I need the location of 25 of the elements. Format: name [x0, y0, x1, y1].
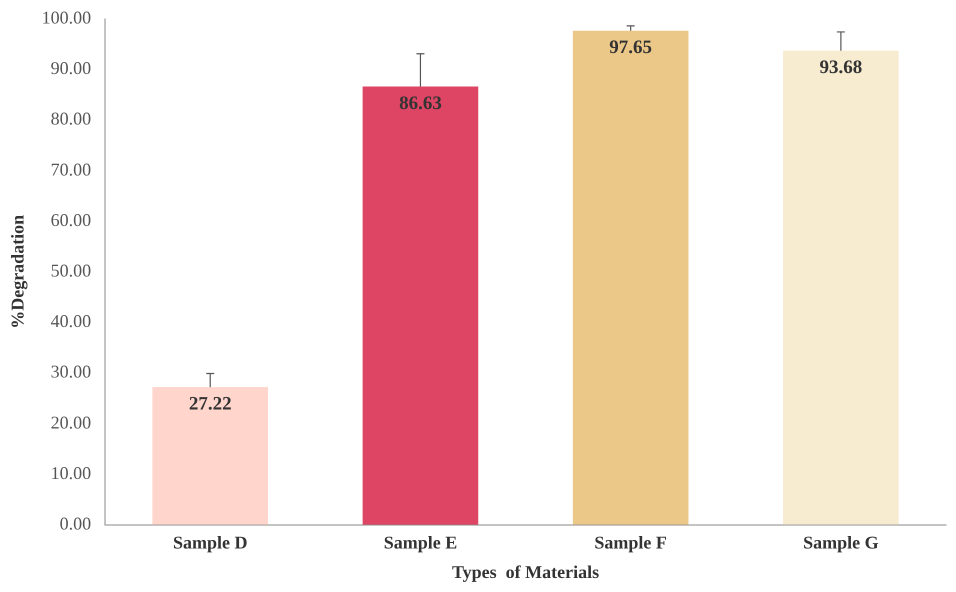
y-tick-label: 50.00	[50, 260, 92, 281]
data-label: 27.22	[188, 393, 232, 414]
y-tick-label: 60.00	[50, 210, 92, 230]
data-label: 93.68	[820, 57, 862, 78]
data-label: 86.63	[399, 92, 442, 114]
bar	[783, 50, 899, 525]
x-tick-label: Sample E	[384, 532, 458, 552]
bar	[572, 30, 688, 525]
x-tick-label: Sample F	[594, 532, 667, 552]
bar	[152, 387, 268, 525]
data-label: 97.65	[609, 37, 652, 58]
y-tick-label: 0.00	[60, 514, 92, 534]
bar	[362, 86, 478, 525]
y-tick-label: 80.00	[50, 108, 92, 129]
y-tick-label: 70.00	[50, 159, 92, 180]
y-axis-title: %Degradation	[7, 214, 28, 329]
y-tick-label: 90.00	[50, 58, 92, 78]
x-axis-title: Types of Materials	[452, 562, 600, 582]
y-tick-label: 30.00	[50, 362, 92, 382]
y-tick-label: 10.00	[50, 462, 92, 483]
y-tick-label: 100.00	[42, 8, 92, 28]
y-tick-label: 20.00	[50, 412, 92, 432]
x-tick-label: Sample G	[803, 532, 879, 552]
x-tick-label: Sample D	[172, 532, 248, 552]
y-tick-label: 40.00	[50, 311, 92, 332]
